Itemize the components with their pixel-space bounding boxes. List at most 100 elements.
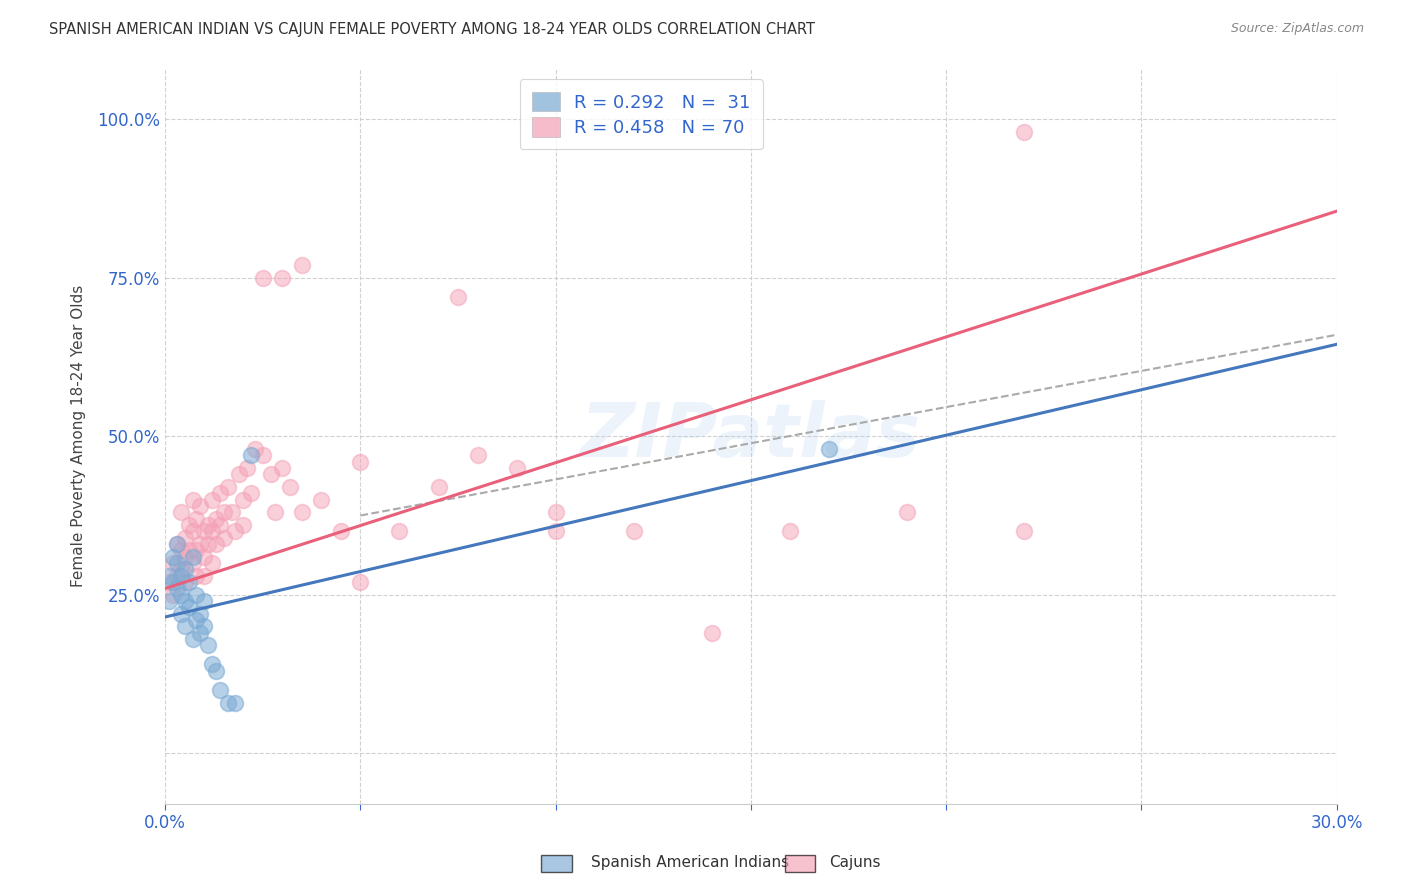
Point <box>252 270 274 285</box>
Point <box>193 524 215 539</box>
Legend: R = 0.292   N =  31, R = 0.458   N = 70: R = 0.292 N = 31, R = 0.458 N = 70 <box>520 79 763 150</box>
Point <box>349 575 371 590</box>
Point <box>177 600 200 615</box>
Point <box>467 448 489 462</box>
Point <box>181 632 204 647</box>
Point <box>170 543 193 558</box>
Point <box>349 455 371 469</box>
Point <box>186 588 208 602</box>
Text: Cajuns: Cajuns <box>830 855 882 870</box>
Point <box>212 505 235 519</box>
Point <box>291 505 314 519</box>
Point <box>170 568 193 582</box>
Point <box>173 594 195 608</box>
Point <box>205 537 228 551</box>
Point <box>388 524 411 539</box>
Point <box>505 461 527 475</box>
Point <box>259 467 281 482</box>
Point <box>201 492 224 507</box>
Point <box>166 582 188 596</box>
Point <box>228 467 250 482</box>
Point <box>197 537 219 551</box>
Point <box>447 290 470 304</box>
Point <box>173 562 195 576</box>
Point <box>193 619 215 633</box>
Point <box>208 518 231 533</box>
Point <box>544 505 567 519</box>
Point <box>188 625 211 640</box>
Point <box>252 448 274 462</box>
Point <box>278 480 301 494</box>
Point <box>173 549 195 564</box>
Point <box>263 505 285 519</box>
Point <box>329 524 352 539</box>
Point <box>166 568 188 582</box>
Point <box>181 492 204 507</box>
Point <box>173 619 195 633</box>
Point <box>157 594 180 608</box>
Point <box>217 696 239 710</box>
Point <box>177 543 200 558</box>
Point <box>208 682 231 697</box>
Point <box>896 505 918 519</box>
Text: SPANISH AMERICAN INDIAN VS CAJUN FEMALE POVERTY AMONG 18-24 YEAR OLDS CORRELATIO: SPANISH AMERICAN INDIAN VS CAJUN FEMALE … <box>49 22 815 37</box>
Point <box>193 594 215 608</box>
Point <box>197 639 219 653</box>
Point <box>201 657 224 672</box>
Point <box>193 568 215 582</box>
Text: Source: ZipAtlas.com: Source: ZipAtlas.com <box>1230 22 1364 36</box>
Point <box>544 524 567 539</box>
Point <box>201 556 224 570</box>
Point <box>208 486 231 500</box>
Point <box>232 492 254 507</box>
Point <box>170 505 193 519</box>
Point <box>205 664 228 678</box>
Point <box>157 575 180 590</box>
Point <box>240 448 263 462</box>
Point <box>623 524 645 539</box>
Point <box>243 442 266 456</box>
Point <box>186 511 208 525</box>
Point <box>271 270 294 285</box>
Point <box>186 543 208 558</box>
Point <box>291 258 314 272</box>
Point <box>188 537 211 551</box>
Point <box>205 511 228 525</box>
Point <box>779 524 801 539</box>
Point <box>236 461 259 475</box>
Point <box>240 486 263 500</box>
Point <box>1012 125 1035 139</box>
Point <box>232 518 254 533</box>
Point <box>181 524 204 539</box>
Point <box>271 461 294 475</box>
Point <box>188 499 211 513</box>
Point <box>181 556 204 570</box>
Point <box>170 607 193 621</box>
Point <box>157 568 180 582</box>
Point <box>173 575 195 590</box>
Point <box>311 492 333 507</box>
Point <box>186 613 208 627</box>
Point <box>166 556 188 570</box>
Point <box>193 549 215 564</box>
Point <box>201 524 224 539</box>
Point <box>162 556 184 570</box>
Point <box>162 575 184 590</box>
Point <box>212 531 235 545</box>
Point <box>186 568 208 582</box>
Point <box>166 537 188 551</box>
Point <box>1012 524 1035 539</box>
Point <box>221 505 243 519</box>
Text: Spanish American Indians: Spanish American Indians <box>591 855 789 870</box>
Point <box>700 625 723 640</box>
Point <box>188 607 211 621</box>
Point <box>177 518 200 533</box>
Point <box>170 562 193 576</box>
Point <box>162 588 184 602</box>
Point <box>181 549 204 564</box>
Point <box>173 531 195 545</box>
Point <box>197 518 219 533</box>
Point <box>217 480 239 494</box>
Point <box>166 537 188 551</box>
Point <box>162 549 184 564</box>
